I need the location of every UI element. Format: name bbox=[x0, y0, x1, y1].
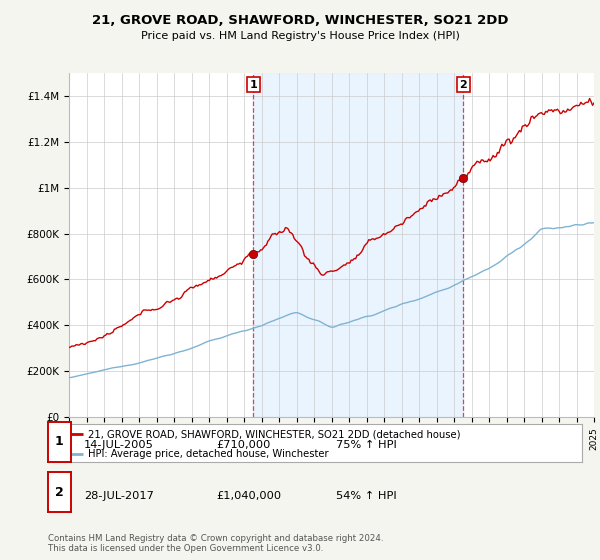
Bar bbox=[253, 73, 463, 417]
Text: 2: 2 bbox=[460, 80, 467, 90]
Text: Contains HM Land Registry data © Crown copyright and database right 2024.
This d: Contains HM Land Registry data © Crown c… bbox=[48, 534, 383, 553]
Text: 21, GROVE ROAD, SHAWFORD, WINCHESTER, SO21 2DD (detached house): 21, GROVE ROAD, SHAWFORD, WINCHESTER, SO… bbox=[88, 429, 461, 439]
Text: 2: 2 bbox=[55, 486, 64, 498]
Text: 28-JUL-2017: 28-JUL-2017 bbox=[84, 491, 154, 501]
Text: 1: 1 bbox=[250, 80, 257, 90]
Text: 54% ↑ HPI: 54% ↑ HPI bbox=[336, 491, 397, 501]
Text: £1,040,000: £1,040,000 bbox=[216, 491, 281, 501]
Text: HPI: Average price, detached house, Winchester: HPI: Average price, detached house, Winc… bbox=[88, 449, 329, 459]
Text: Price paid vs. HM Land Registry's House Price Index (HPI): Price paid vs. HM Land Registry's House … bbox=[140, 31, 460, 41]
Text: 21, GROVE ROAD, SHAWFORD, WINCHESTER, SO21 2DD: 21, GROVE ROAD, SHAWFORD, WINCHESTER, SO… bbox=[92, 14, 508, 27]
Text: 75% ↑ HPI: 75% ↑ HPI bbox=[336, 440, 397, 450]
Text: 14-JUL-2005: 14-JUL-2005 bbox=[84, 440, 154, 450]
Text: 1: 1 bbox=[55, 435, 64, 448]
Text: £710,000: £710,000 bbox=[216, 440, 271, 450]
